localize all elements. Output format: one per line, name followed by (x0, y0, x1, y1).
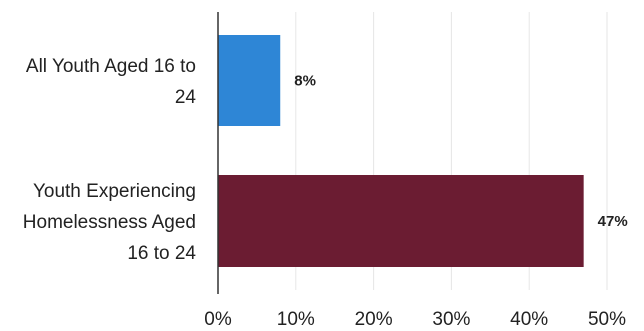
value-label-1: 8% (294, 73, 316, 90)
value-labels: 8% 47% (294, 73, 627, 231)
category-label-1: All Youth Aged 16 to 24 (26, 56, 197, 108)
category-labels: All Youth Aged 16 to 24 Youth Experiencing… (23, 56, 197, 264)
x-tick-label: 10% (277, 309, 315, 330)
category-label-2: Youth Experiencing Homelessness Aged 16 to… (23, 181, 197, 264)
x-tick-label: 30% (432, 309, 470, 330)
bars (218, 35, 584, 267)
x-tick-label: 20% (355, 309, 393, 330)
x-tick-label: 0% (204, 309, 232, 330)
bar-2 (218, 175, 584, 267)
x-tick-label: 50% (588, 309, 626, 330)
x-tick-labels: 0% 10% 20% 30% 40% 50% (204, 309, 626, 330)
value-label-2: 47% (598, 213, 628, 230)
x-tick-label: 40% (510, 309, 548, 330)
bar-1 (218, 35, 281, 126)
